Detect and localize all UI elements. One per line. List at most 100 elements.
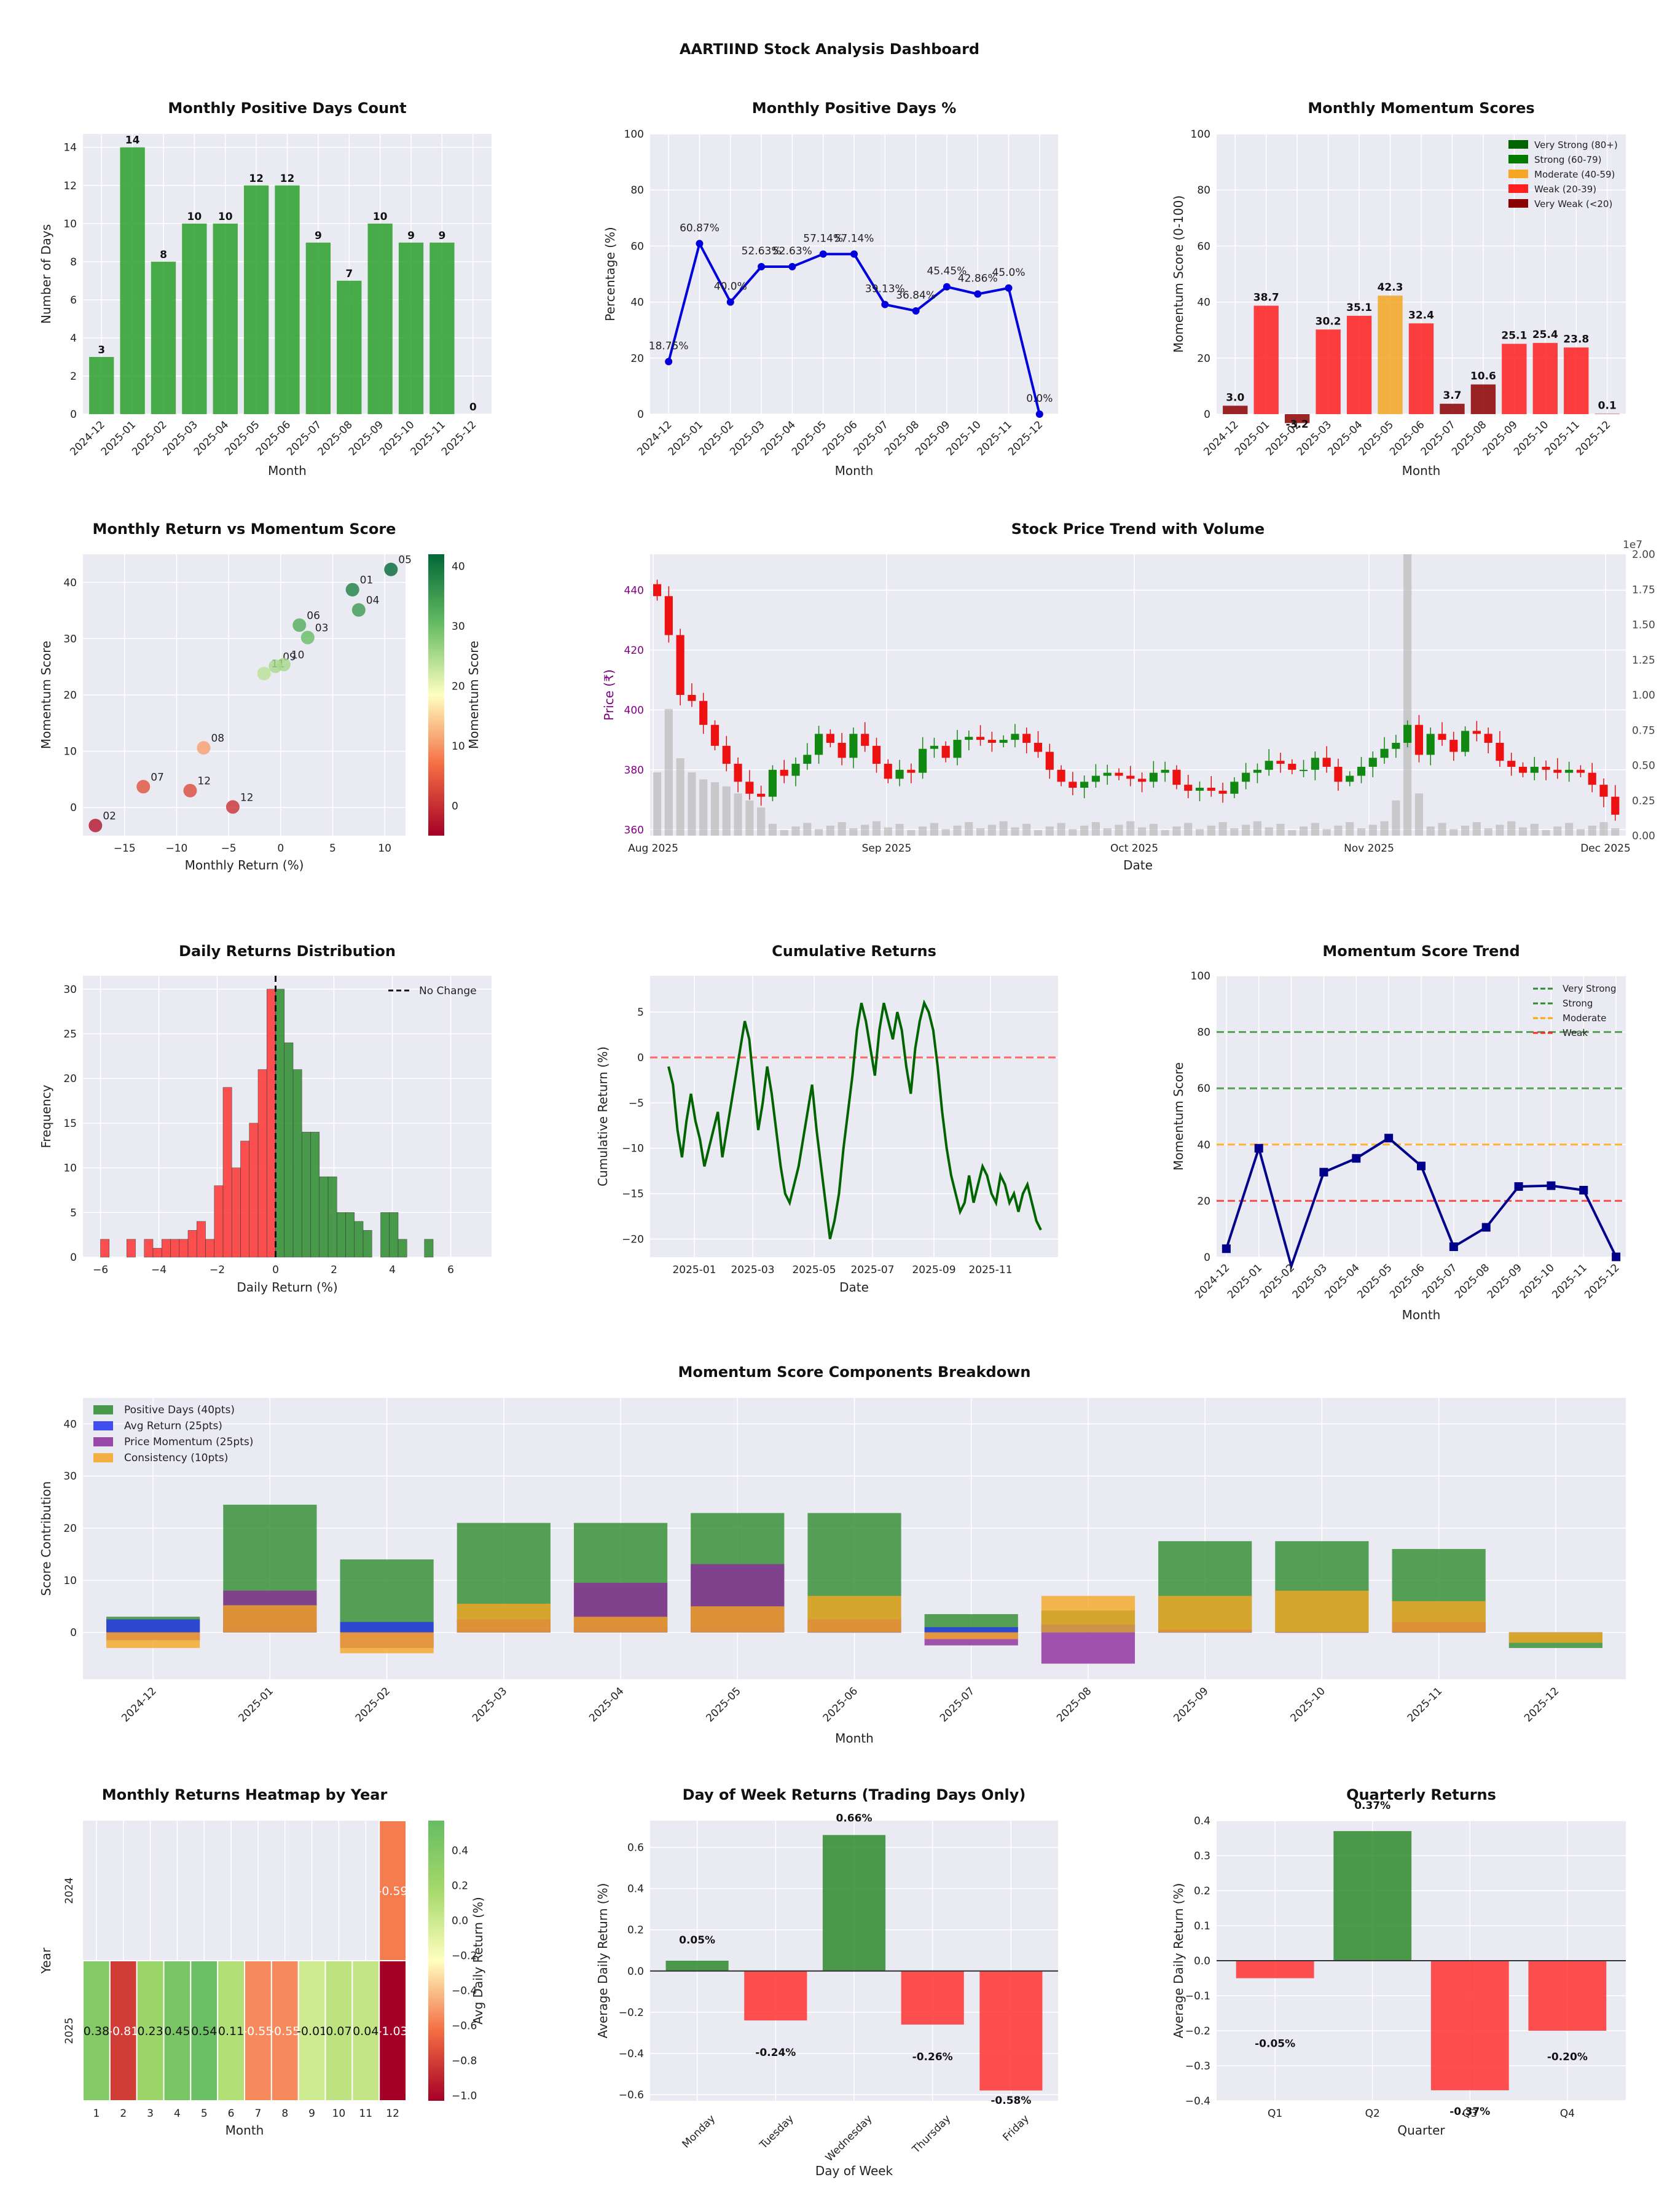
- y-tick-label: 20: [63, 689, 77, 702]
- heatmap-cell-label: 0.23: [137, 2025, 163, 2038]
- y-tick-label: 0: [70, 802, 77, 814]
- volume-bar: [1576, 829, 1585, 836]
- volume-bar: [1380, 821, 1389, 836]
- trend-marker: [1352, 1154, 1361, 1163]
- x-tick-label: 2025-02: [1258, 1261, 1297, 1301]
- momentum-bar-2025-12: [1594, 414, 1620, 415]
- component-bar: [1041, 1632, 1135, 1664]
- volume-bar: [1357, 828, 1366, 836]
- histogram-bin: [345, 1212, 355, 1258]
- point-label: 07: [151, 771, 164, 783]
- candle-body: [826, 734, 834, 743]
- point-value-label: 42.86%: [958, 273, 998, 285]
- volume-bar: [768, 823, 777, 836]
- heatmap-cell: [163, 1960, 192, 2101]
- volume-bar: [919, 826, 927, 836]
- candle-body: [745, 782, 754, 794]
- trend-marker: [1481, 1223, 1491, 1232]
- candle-body: [1300, 769, 1308, 771]
- histogram-bin: [319, 1176, 329, 1258]
- volume-bar: [1300, 826, 1308, 836]
- x-tick-label: 2024-12: [1193, 1261, 1232, 1301]
- histogram-bin: [240, 1140, 250, 1258]
- colorbar-tick: −0.2: [452, 1950, 477, 1962]
- volume-bar: [1472, 822, 1481, 836]
- x-tick-label: 2025-07: [938, 1685, 977, 1724]
- momentum-bar-2025-07: [1440, 404, 1465, 414]
- point-2025-08: [912, 307, 920, 315]
- y-tick-label: 0.3: [1194, 1850, 1210, 1862]
- histogram-bin: [100, 1239, 110, 1258]
- volume-bar: [1242, 825, 1250, 836]
- x-tick-label: 5: [329, 842, 336, 855]
- dashboard-title: AARTIIND Stock Analysis Dashboard: [680, 41, 979, 58]
- point-value-label: 40.0%: [714, 281, 747, 293]
- histogram-bin: [284, 1042, 294, 1258]
- y-tick-label: 80: [1197, 1027, 1210, 1039]
- volume-bar: [1553, 826, 1562, 836]
- x-tick-label: 2025-04: [587, 1685, 626, 1724]
- candle-body: [757, 793, 766, 797]
- y-tick-label: 40: [630, 297, 644, 309]
- x-tick-label: 2025-05: [792, 1264, 836, 1276]
- candle-body: [1392, 742, 1400, 749]
- candle-body: [1403, 724, 1412, 743]
- trend-marker: [1384, 1134, 1394, 1143]
- volume-bar: [688, 772, 696, 836]
- y-axis-label: Price (₹): [602, 669, 616, 720]
- x-tick-label: Monday: [680, 2112, 718, 2151]
- trend-marker: [1612, 1252, 1621, 1261]
- bar-2025-07: [305, 242, 331, 414]
- y-tick-label: −5: [629, 1097, 644, 1110]
- chart-cumulative-returns: 2025-01 2025-03 2025-05 2025-07 2025-09 2025-…: [595, 943, 1058, 1295]
- legend-label: Moderate (40-59): [1534, 169, 1615, 180]
- scatter-point: [257, 667, 271, 681]
- candle-body: [1288, 764, 1296, 770]
- x-tick-label: 2025-11: [1550, 1261, 1589, 1301]
- colorbar-tick: −1.0: [452, 2090, 477, 2102]
- heatmap-cell-label: 0.54: [191, 2025, 217, 2038]
- y-tick-label: −0.2: [619, 2007, 644, 2019]
- candle-body: [1311, 758, 1319, 770]
- y-axis-label: Momentum Score: [1171, 1062, 1186, 1171]
- bar-value-label: 32.4: [1408, 309, 1434, 321]
- x-tick-label: 10: [332, 2108, 346, 2120]
- component-bar: [691, 1606, 785, 1633]
- volume-bar: [965, 822, 973, 836]
- legend-label: Avg Return (25pts): [124, 1420, 222, 1432]
- y-tick-label: 80: [630, 184, 644, 197]
- y-tick-label: 4: [70, 332, 77, 345]
- legend-swatch: [93, 1405, 113, 1414]
- volume-bar: [1530, 823, 1539, 836]
- volume-bar: [1322, 829, 1331, 836]
- point-label: 10: [291, 649, 305, 662]
- point-2025-01: [696, 240, 704, 248]
- candle-body: [1276, 761, 1285, 764]
- y-tick-label: 5: [637, 1006, 644, 1019]
- scatter-point: [276, 657, 291, 672]
- x-tick-label: −15: [114, 842, 136, 855]
- momentum-bar-2025-01: [1253, 305, 1279, 414]
- volume-bar: [676, 758, 684, 836]
- trend-marker: [1417, 1161, 1426, 1171]
- volume-bar: [1346, 822, 1354, 836]
- candle-body: [976, 737, 985, 740]
- x-tick-label: −5: [221, 842, 237, 855]
- y-tick-label: 40: [63, 1418, 77, 1430]
- candle-body: [965, 737, 973, 740]
- cumulative-line: [667, 999, 1042, 1239]
- heatmap-cell-label: -0.81: [108, 2025, 138, 2038]
- x-tick-label: 2024-12: [119, 1685, 159, 1724]
- volume-bar: [1449, 829, 1458, 836]
- candle-body: [1069, 782, 1077, 788]
- candle-body: [699, 700, 708, 725]
- bar-value-label: -3.2: [1286, 418, 1309, 431]
- volume-bar: [1414, 793, 1424, 836]
- x-tick-label: 2025-12: [1574, 418, 1613, 458]
- volume-bar: [987, 825, 996, 836]
- point-label: 12: [240, 791, 254, 804]
- y-tick-label: 20: [63, 1523, 77, 1535]
- x-tick-label: 3: [147, 2108, 154, 2120]
- colorbar-label: Momentum Score: [466, 641, 481, 749]
- volume-bar: [930, 823, 939, 836]
